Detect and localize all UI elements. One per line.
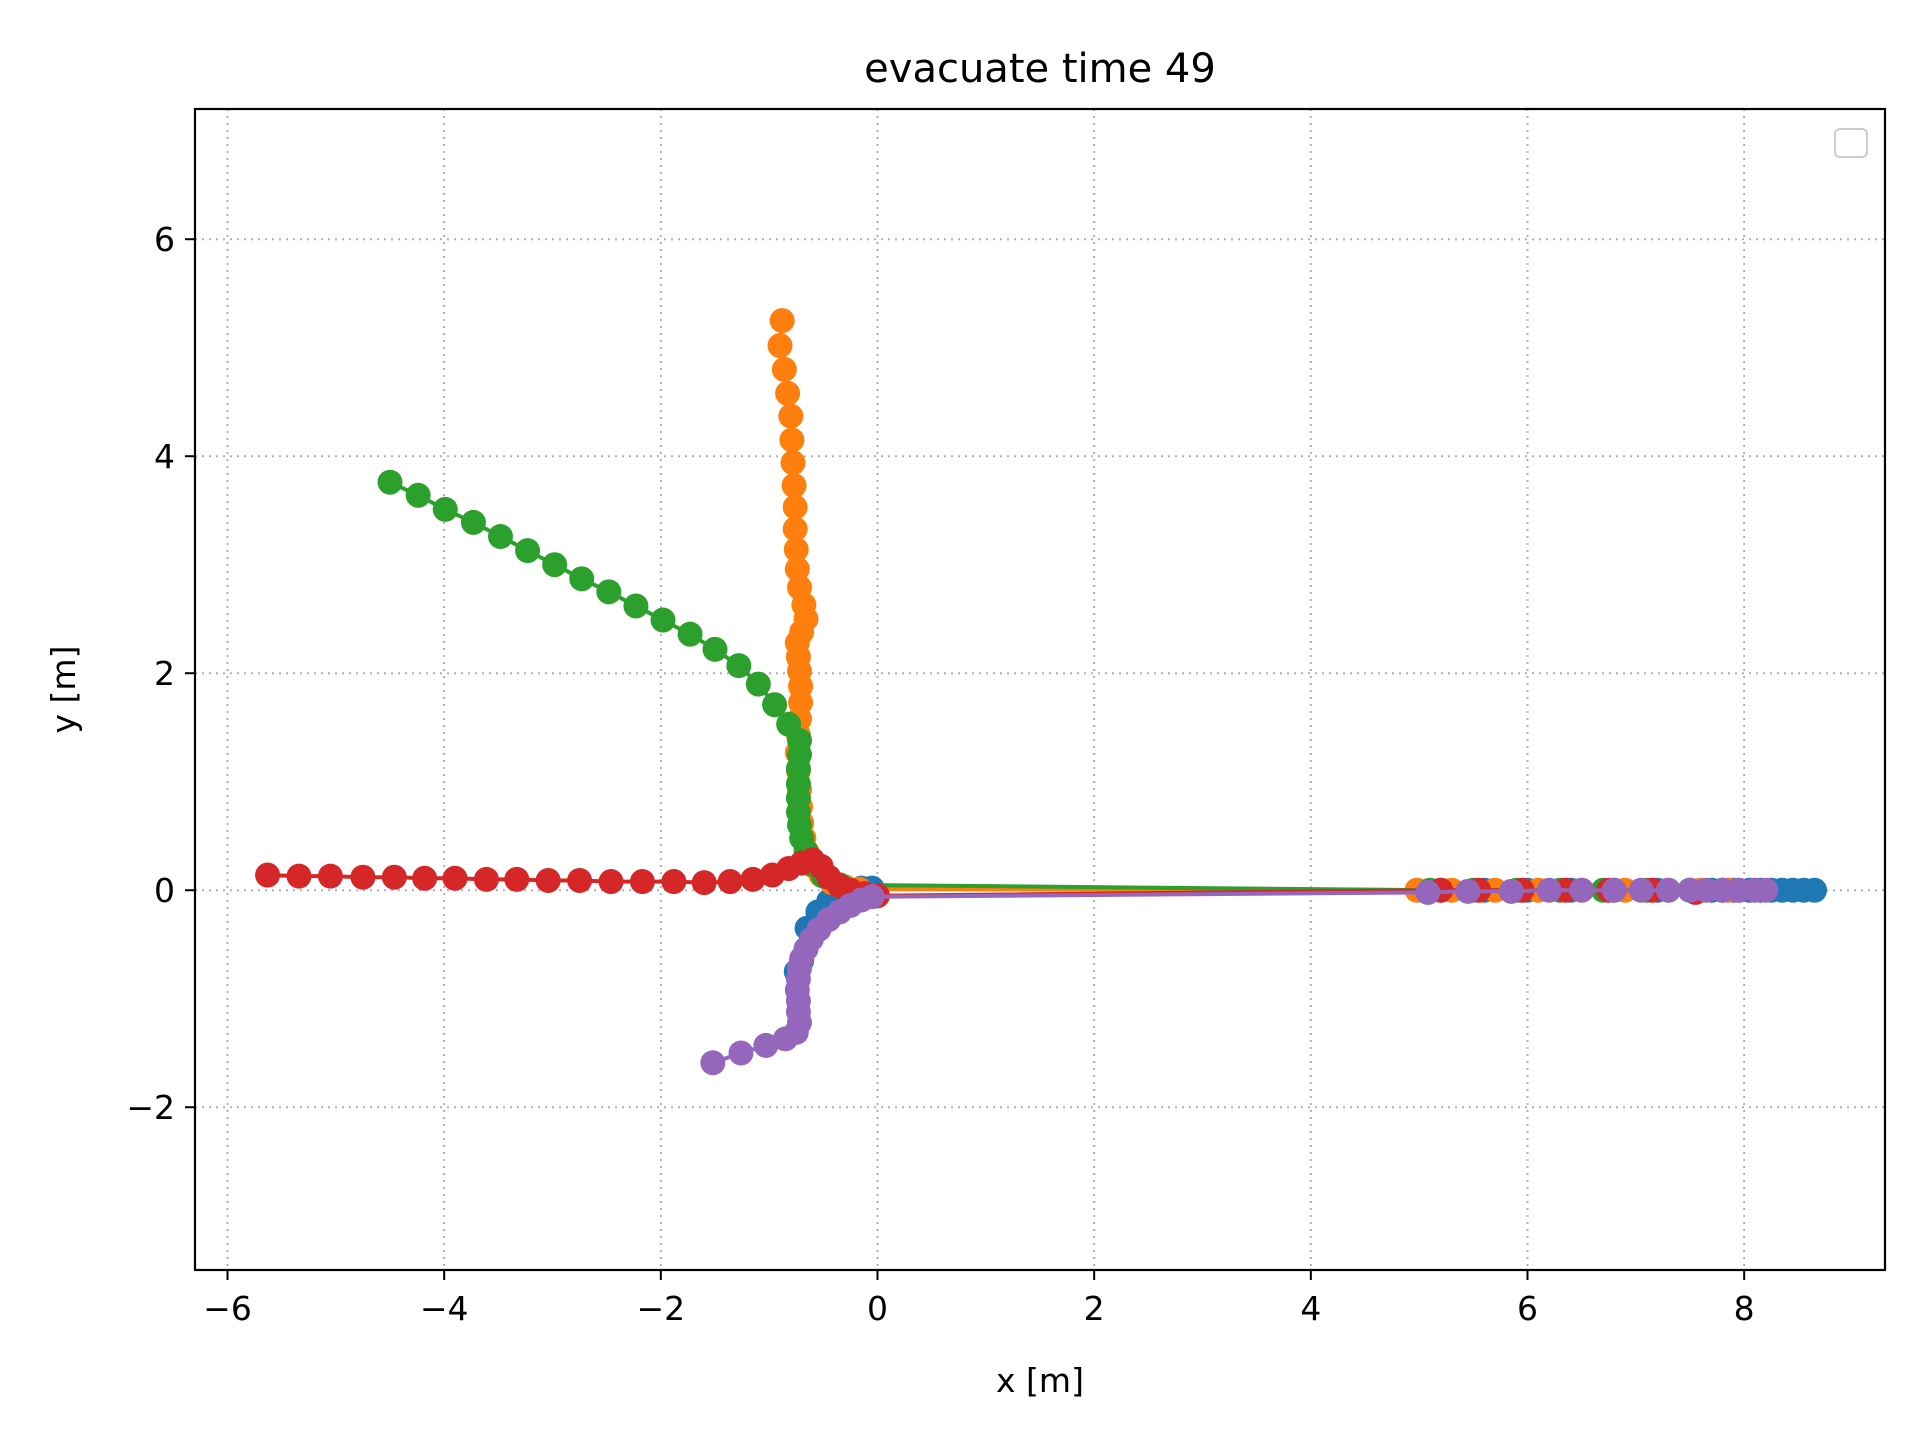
x-axis-label: x [m] — [996, 1361, 1084, 1400]
data-point — [442, 865, 468, 891]
data-point — [1628, 877, 1654, 903]
series-5 — [700, 877, 1779, 1076]
data-point — [700, 1050, 726, 1076]
data-point — [1536, 877, 1562, 903]
axes-frame — [193, 107, 1887, 1272]
data-point — [1753, 877, 1779, 903]
data-point — [255, 862, 281, 888]
data-point — [784, 556, 810, 582]
data-point — [542, 552, 568, 578]
data-point — [567, 867, 593, 893]
data-point — [762, 692, 788, 718]
data-point — [775, 380, 801, 406]
x-tick-label: 6 — [1517, 1289, 1538, 1328]
data-point — [1655, 877, 1681, 903]
data-point — [515, 538, 541, 564]
data-point — [504, 866, 530, 892]
y-axis-label: y [m] — [44, 646, 83, 734]
data-point — [286, 863, 312, 889]
x-tick-label: −2 — [637, 1289, 686, 1328]
data-point — [569, 566, 595, 592]
x-tick-label: 0 — [867, 1289, 888, 1328]
series-4 — [255, 847, 1752, 909]
data-point — [779, 427, 805, 453]
x-tick-label: −6 — [203, 1289, 252, 1328]
x-tick-label: 8 — [1734, 1289, 1755, 1328]
grid — [195, 109, 1885, 1270]
data-point — [717, 869, 743, 895]
data-point — [781, 473, 807, 499]
data-point — [377, 469, 403, 495]
y-tick-label: 2 — [154, 654, 175, 693]
data-point — [1802, 877, 1828, 903]
data-point — [778, 403, 804, 429]
x-tick-label: −4 — [420, 1289, 469, 1328]
data-point — [473, 866, 499, 892]
data-point — [767, 333, 793, 359]
data-point — [598, 869, 624, 895]
y-tick-label: 4 — [154, 437, 175, 476]
data-point — [753, 1032, 779, 1058]
data-point — [596, 579, 622, 605]
y-tick-label: 6 — [154, 220, 175, 259]
y-tick-label: 0 — [154, 871, 175, 910]
x-tick-label: 2 — [1084, 1289, 1105, 1328]
data-point — [535, 867, 561, 893]
data-point — [1601, 877, 1627, 903]
data-point — [317, 863, 343, 889]
data-point — [771, 356, 797, 382]
data-point — [783, 537, 809, 563]
data-point — [677, 621, 703, 647]
data-point — [661, 869, 687, 895]
legend — [1834, 128, 1868, 158]
data-point — [780, 450, 806, 476]
data-point — [782, 494, 808, 520]
x-tick-label: 4 — [1300, 1289, 1321, 1328]
data-point — [405, 482, 431, 508]
data-point — [728, 1040, 754, 1066]
data-point — [726, 653, 752, 679]
data-point — [1569, 877, 1595, 903]
data-point — [629, 869, 655, 895]
data-point — [769, 308, 795, 334]
data-point — [1415, 879, 1441, 905]
data-point — [432, 496, 458, 522]
data-point — [1498, 878, 1524, 904]
data-point — [350, 864, 376, 890]
data-point — [623, 593, 649, 619]
chart-title: evacuate time 49 — [864, 46, 1216, 92]
data-point — [859, 884, 885, 910]
data-point — [412, 865, 438, 891]
data-point — [691, 870, 717, 896]
data-point — [460, 509, 486, 535]
data-point — [782, 516, 808, 542]
y-tick-label: −2 — [126, 1088, 175, 1127]
data-point — [381, 864, 407, 890]
data-point — [745, 671, 771, 697]
plot-area — [255, 308, 1828, 1076]
ticks: −6 −4 −2 0 2 4 6 8 −2 0 2 4 6 — [126, 220, 1754, 1328]
data-point — [702, 636, 728, 662]
data-point — [488, 524, 513, 550]
data-point — [650, 607, 676, 633]
data-point — [1455, 878, 1481, 904]
data-point — [740, 866, 766, 892]
